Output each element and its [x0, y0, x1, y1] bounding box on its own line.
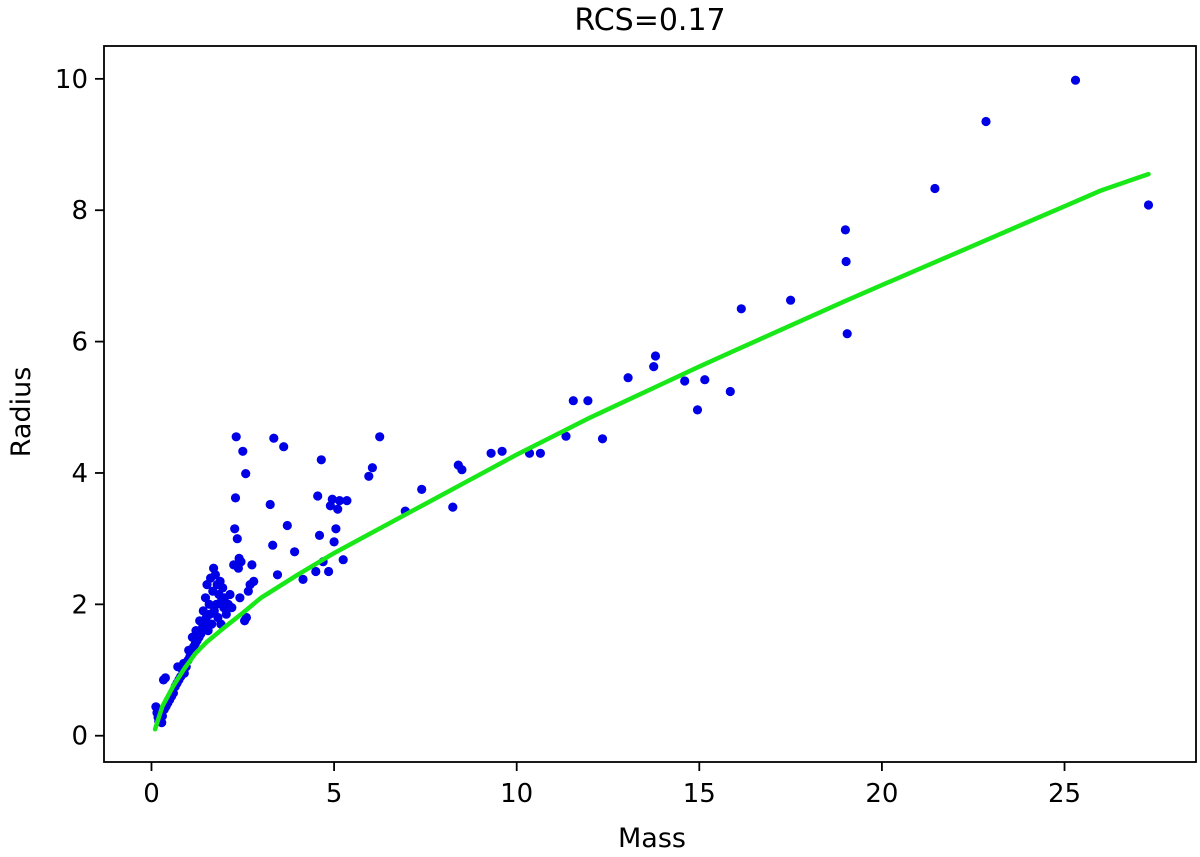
- data-point: [700, 375, 710, 385]
- data-point: [311, 566, 321, 577]
- data-point: [338, 555, 348, 565]
- data-point: [227, 603, 237, 613]
- x-axis-label: Mass: [618, 823, 686, 854]
- data-point: [331, 524, 341, 534]
- x-tick-label: 20: [865, 779, 898, 809]
- data-point: [981, 116, 991, 127]
- data-point: [583, 396, 593, 406]
- data-point: [247, 560, 257, 570]
- data-point: [535, 448, 546, 458]
- data-point: [249, 576, 259, 587]
- data-point: [650, 351, 661, 361]
- y-tick-label: 4: [71, 459, 88, 489]
- data-point: [314, 530, 325, 541]
- data-point: [272, 570, 283, 580]
- data-point: [324, 566, 334, 577]
- data-point: [736, 304, 746, 314]
- data-point: [367, 463, 377, 473]
- data-point: [680, 376, 690, 386]
- data-point: [204, 599, 214, 609]
- data-point: [597, 434, 608, 444]
- data-point: [561, 431, 571, 441]
- data-point: [265, 499, 275, 510]
- data-point: [497, 446, 507, 456]
- x-tick-label: 25: [1048, 779, 1081, 809]
- data-point: [316, 455, 326, 465]
- data-point: [327, 494, 337, 504]
- data-point: [623, 373, 633, 383]
- data-point: [221, 609, 231, 619]
- data-point: [842, 329, 852, 339]
- data-point: [568, 396, 578, 406]
- y-tick-label: 2: [71, 590, 88, 620]
- data-point: [841, 256, 851, 267]
- data-point: [1143, 200, 1154, 210]
- data-point: [298, 574, 308, 585]
- data-point: [486, 448, 496, 458]
- x-tick-label: 5: [326, 779, 343, 809]
- y-tick-label: 8: [71, 196, 88, 226]
- data-point: [230, 524, 240, 534]
- data-point: [840, 225, 851, 235]
- data-point: [313, 491, 323, 501]
- data-point: [1070, 75, 1081, 85]
- data-point: [333, 504, 343, 514]
- data-point: [232, 534, 242, 544]
- data-point: [457, 465, 467, 475]
- data-point: [930, 183, 940, 194]
- data-point: [417, 484, 427, 494]
- data-point: [335, 496, 345, 506]
- data-point: [236, 557, 246, 567]
- data-point: [241, 612, 251, 623]
- data-point: [238, 446, 248, 456]
- y-tick-label: 10: [55, 65, 88, 95]
- y-axis-label: Radius: [6, 367, 37, 458]
- data-point: [207, 619, 217, 629]
- data-point: [231, 432, 241, 442]
- data-point: [210, 570, 220, 580]
- data-point: [375, 432, 385, 442]
- plot-area: [151, 75, 1154, 732]
- data-point: [448, 502, 458, 512]
- data-point: [230, 493, 241, 503]
- data-point: [282, 520, 292, 531]
- y-tick-label: 6: [71, 328, 88, 358]
- data-point: [269, 433, 279, 443]
- data-point: [290, 547, 300, 557]
- x-tick-label: 0: [143, 779, 160, 809]
- fit-line: [152, 171, 1151, 732]
- data-point: [235, 593, 245, 603]
- data-point: [364, 471, 374, 481]
- data-point: [786, 295, 796, 305]
- data-point: [342, 496, 352, 506]
- plot-frame: [103, 45, 1197, 763]
- data-point: [268, 540, 278, 550]
- axes: 0 5 10 15 20 25 0 2 4 6 8 10: [55, 45, 1197, 809]
- data-point: [329, 537, 339, 547]
- y-tick-label: 0: [71, 722, 88, 752]
- data-point: [160, 673, 170, 683]
- data-point: [218, 583, 228, 593]
- data-point: [649, 362, 659, 372]
- x-tick-label: 10: [500, 779, 533, 809]
- data-point: [725, 386, 735, 397]
- data-point: [225, 589, 235, 600]
- chart-title: RCS=0.17: [574, 3, 725, 38]
- data-point: [279, 442, 289, 452]
- x-tick-label: 15: [683, 779, 716, 809]
- data-point: [692, 405, 703, 415]
- data-point: [241, 469, 251, 479]
